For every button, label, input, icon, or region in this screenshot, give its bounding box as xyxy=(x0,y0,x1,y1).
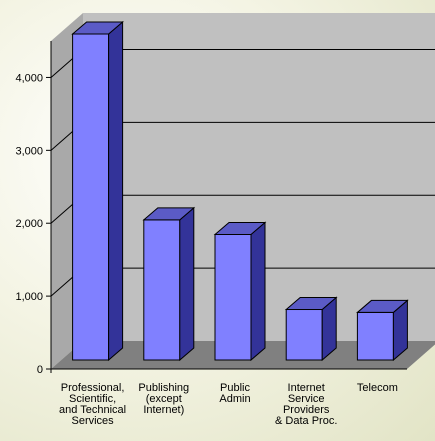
y-tick-label: 4,000 xyxy=(15,72,43,84)
x-category-label: Public Admin xyxy=(219,382,250,405)
bar xyxy=(213,221,267,362)
x-category-line: (except xyxy=(146,393,182,405)
bar-front xyxy=(72,33,110,361)
y-tick-label: 3,000 xyxy=(15,145,43,157)
bar-top xyxy=(142,207,196,221)
x-category-line: Telecom xyxy=(357,382,398,394)
bar-top xyxy=(284,297,338,311)
bar-front xyxy=(143,219,181,361)
bar-side xyxy=(108,20,124,362)
bar-top xyxy=(71,21,124,35)
x-category-label: Publishing (except Internet) xyxy=(138,382,189,416)
x-category-line: Admin xyxy=(219,393,250,405)
x-category-line: Scientific, xyxy=(69,393,116,405)
x-category-line: Internet xyxy=(288,382,325,394)
bar-side xyxy=(250,221,266,362)
bar xyxy=(284,296,338,362)
x-category-line: Service xyxy=(288,393,325,405)
x-category-line: Services xyxy=(72,415,115,427)
y-tick-label: 1,000 xyxy=(15,291,43,303)
bar-front xyxy=(356,311,394,361)
x-category-label: Professional, Scientific, and Technical Ser… xyxy=(59,382,126,427)
x-category-line: Public xyxy=(220,382,250,394)
bar-side xyxy=(179,206,195,362)
bar-front xyxy=(214,233,252,361)
bar-front xyxy=(285,309,323,361)
bar-top xyxy=(213,221,267,235)
bar xyxy=(71,20,124,362)
x-category-label: Internet Service Providers & Data Proc. xyxy=(275,382,337,427)
bar xyxy=(356,299,409,362)
x-category-line: Publishing xyxy=(138,382,189,394)
bar-top xyxy=(356,299,409,313)
x-category-line: & Data Proc. xyxy=(275,415,337,427)
y-tick-label: 2,000 xyxy=(15,218,43,230)
x-category-line: and Technical xyxy=(59,404,126,416)
x-category-line: Providers xyxy=(283,404,330,416)
x-category-label: Telecom xyxy=(357,382,398,394)
x-category-line: Internet) xyxy=(143,404,184,416)
x-category-line: Professional, xyxy=(61,382,125,394)
y-tick-label: 0 xyxy=(37,364,43,376)
bar xyxy=(142,206,196,362)
